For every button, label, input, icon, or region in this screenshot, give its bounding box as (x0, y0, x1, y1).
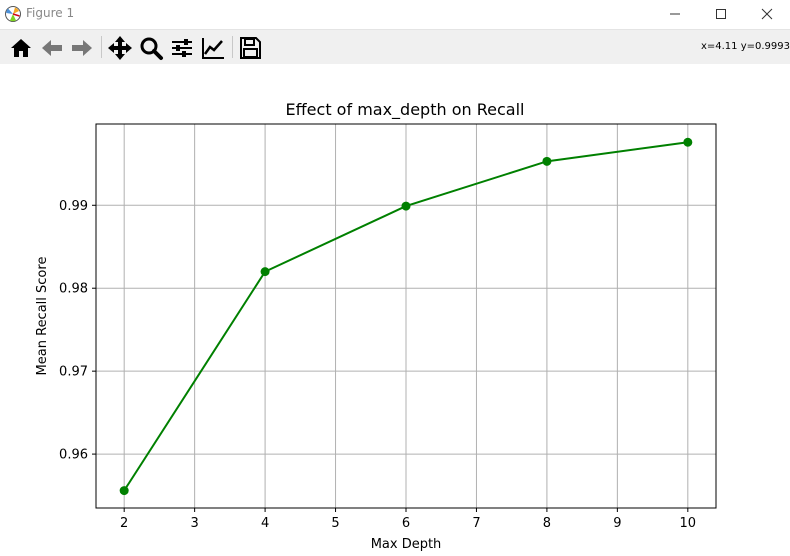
maximize-button[interactable] (698, 0, 744, 28)
navigation-toolbar: x=4.11 y=0.9993 (0, 29, 790, 65)
data-point (401, 201, 411, 211)
zoom-button[interactable] (138, 35, 164, 61)
toolbar-separator (101, 36, 102, 58)
line-chart: Effect of max_depth on Recall 2 3 4 5 6 7 8 9 10… (35, 100, 717, 552)
chart-title: Effect of max_depth on Recall (286, 100, 525, 120)
save-button[interactable] (237, 35, 263, 61)
window-titlebar: Figure 1 (0, 0, 790, 28)
home-button[interactable] (8, 35, 34, 61)
grid (96, 124, 716, 508)
y-tick-label: 0.99 (59, 199, 88, 214)
y-tick-label: 0.98 (59, 282, 88, 297)
sliders-icon (172, 39, 192, 57)
move-icon (108, 36, 132, 60)
pan-button[interactable] (107, 35, 133, 61)
x-axis-label: Max Depth (371, 537, 442, 552)
x-tick-label: 6 (402, 516, 410, 531)
x-tick-label: 9 (613, 516, 621, 531)
minimize-button[interactable] (652, 0, 698, 28)
data-point (542, 156, 552, 166)
axis-ticks: 2 3 4 5 6 7 8 9 10 0.96 0.97 0.98 0.99 (59, 199, 696, 531)
data-point (683, 137, 693, 147)
series-markers (119, 137, 693, 496)
line-chart-icon (202, 38, 224, 59)
data-point (260, 267, 270, 277)
back-button[interactable] (39, 35, 65, 61)
edit-axis-button[interactable] (200, 35, 226, 61)
window-title: Figure 1 (26, 6, 75, 20)
cursor-coordinates: x=4.11 y=0.9993 (700, 41, 790, 52)
x-tick-label: 5 (331, 516, 339, 531)
arrow-left-icon (42, 40, 62, 56)
close-icon (761, 8, 773, 20)
matplotlib-logo-icon (5, 6, 21, 22)
y-tick-label: 0.96 (59, 448, 88, 463)
x-tick-label: 2 (120, 516, 128, 531)
data-point (119, 486, 129, 496)
y-tick-label: 0.97 (59, 365, 88, 380)
x-tick-label: 4 (261, 516, 269, 531)
close-button[interactable] (744, 0, 790, 28)
magnifier-icon (140, 37, 163, 60)
x-tick-label: 10 (680, 516, 697, 531)
toolbar-separator (232, 36, 233, 58)
arrow-right-icon (72, 40, 92, 56)
home-icon (11, 39, 31, 57)
maximize-icon (716, 9, 726, 19)
configure-subplots-button[interactable] (169, 35, 195, 61)
forward-button[interactable] (69, 35, 95, 61)
y-axis-label: Mean Recall Score (35, 257, 50, 376)
figure-canvas[interactable]: Effect of max_depth on Recall 2 3 4 5 6 7 8 9 10… (0, 64, 790, 556)
x-tick-label: 7 (472, 516, 480, 531)
minimize-icon (670, 13, 680, 15)
x-tick-label: 3 (190, 516, 198, 531)
x-tick-label: 8 (543, 516, 551, 531)
floppy-disk-icon (240, 37, 261, 59)
